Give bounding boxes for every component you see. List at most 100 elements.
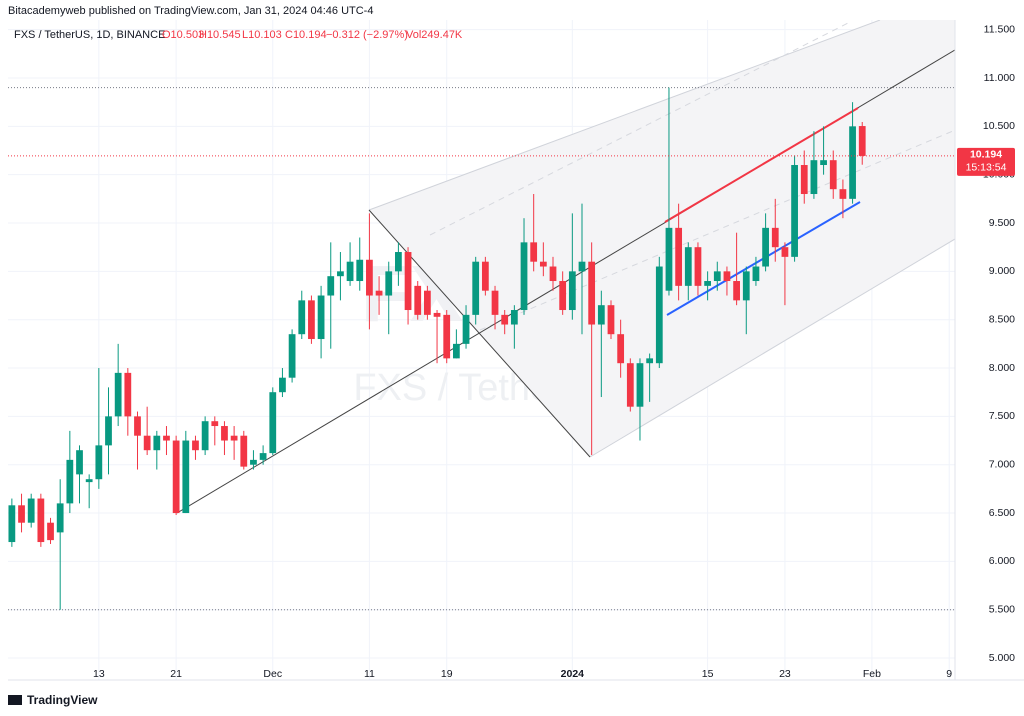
y-tick-label: 8.500	[989, 313, 1015, 325]
candle-body	[279, 377, 286, 393]
candle-body	[269, 392, 277, 454]
x-tick-label: 9	[946, 668, 952, 680]
candle-body	[211, 421, 219, 427]
candle-body	[626, 363, 634, 407]
candle-body	[607, 305, 615, 335]
candle-body	[491, 290, 499, 315]
candle-body	[452, 343, 460, 359]
candle-body	[752, 266, 760, 282]
y-tick-label: 6.500	[989, 507, 1015, 519]
y-tick-label: 8.000	[989, 362, 1015, 374]
candle-body	[27, 498, 35, 523]
legend-change: −0.312 (−2.97%)	[326, 29, 408, 41]
candle-body	[327, 276, 335, 296]
y-tick-label: 7.500	[989, 410, 1015, 422]
candle-body	[820, 160, 827, 166]
candle-body	[588, 261, 596, 325]
candle-body	[510, 310, 518, 325]
legend-high: H10.545	[199, 29, 241, 41]
channel-fill	[369, 20, 955, 457]
candle-body	[47, 522, 54, 541]
candle-body	[636, 363, 644, 407]
candle-body	[424, 290, 431, 315]
candle-body	[230, 435, 238, 441]
candle-body	[250, 459, 257, 465]
x-tick-label: Feb	[863, 668, 881, 680]
candle-body	[201, 421, 209, 451]
legend-close: C10.194	[285, 29, 327, 41]
candle-body	[597, 305, 605, 325]
footer-brand: TradingView	[27, 693, 98, 707]
candle-body	[308, 300, 315, 340]
x-tick-label: 11	[364, 668, 375, 680]
y-tick-label: 9.500	[989, 217, 1015, 229]
candle-body	[771, 227, 779, 248]
y-tick-label: 6.000	[989, 555, 1015, 567]
x-tick-label: 21	[170, 668, 182, 680]
candle-body	[337, 271, 344, 277]
candle-body	[95, 445, 103, 480]
candle-body	[56, 503, 64, 533]
candle-body	[240, 435, 248, 467]
candle-body	[37, 498, 45, 543]
candle-body	[762, 227, 769, 267]
candle-body	[114, 372, 122, 417]
resistance-line	[664, 107, 859, 223]
channel-mid2	[429, 21, 851, 236]
legend-open: O10.503	[162, 29, 204, 41]
y-tick-label: 11.000	[984, 72, 1015, 84]
countdown-label: 15:13:54	[966, 162, 1007, 174]
candle-body	[134, 416, 141, 436]
candle-body	[462, 314, 470, 344]
x-tick-label: 13	[93, 668, 105, 680]
legend-low: L10.103	[242, 29, 282, 41]
candle-body	[646, 358, 654, 364]
x-tick-label: 23	[779, 668, 791, 680]
publish-header: Bitacademyweb published on TradingView.c…	[8, 5, 373, 17]
legend-symbol: FXS / TetherUS, 1D, BINANCE	[14, 29, 165, 41]
candle-body	[472, 261, 480, 315]
candle-body	[346, 261, 354, 282]
candle-body	[559, 281, 567, 311]
channel-upper	[368, 20, 881, 211]
x-tick-label: Dec	[263, 668, 282, 680]
legend-volume: Vol249.47K	[406, 29, 463, 41]
drawings	[176, 20, 955, 514]
candle-body	[694, 247, 702, 286]
candle-body	[375, 290, 383, 296]
last-price-tag	[957, 147, 1015, 176]
candle-body	[18, 505, 25, 523]
y-tick-label: 9.000	[989, 265, 1015, 277]
y-tick-label: 5.000	[989, 652, 1015, 664]
candle-body	[810, 160, 818, 195]
candle-body	[192, 440, 199, 451]
candle-body	[829, 160, 837, 190]
tv-logo	[8, 695, 22, 705]
candle-body	[288, 334, 296, 378]
candle-body	[356, 259, 364, 282]
candle-body	[76, 450, 83, 475]
candle-body	[568, 271, 576, 311]
candle-body	[704, 281, 712, 286]
candle-body	[143, 435, 151, 451]
channel-lower	[589, 238, 955, 458]
channel-mid	[479, 129, 955, 331]
y-tick-label: 7.000	[989, 458, 1015, 470]
candle-body	[655, 266, 663, 364]
candle-body	[317, 295, 325, 340]
candle-body	[66, 459, 74, 504]
candle-body	[549, 266, 557, 282]
candle-body	[530, 242, 538, 262]
candle-body	[221, 426, 228, 441]
candle-body	[395, 252, 402, 272]
candle-body	[849, 126, 856, 199]
candle-body	[578, 261, 586, 272]
candle-body	[520, 242, 528, 311]
x-tick-label: 15	[702, 668, 714, 680]
candle-body	[124, 372, 132, 417]
candle-body	[163, 435, 170, 441]
candle-body	[791, 165, 798, 257]
x-tick-label: 19	[441, 668, 453, 680]
